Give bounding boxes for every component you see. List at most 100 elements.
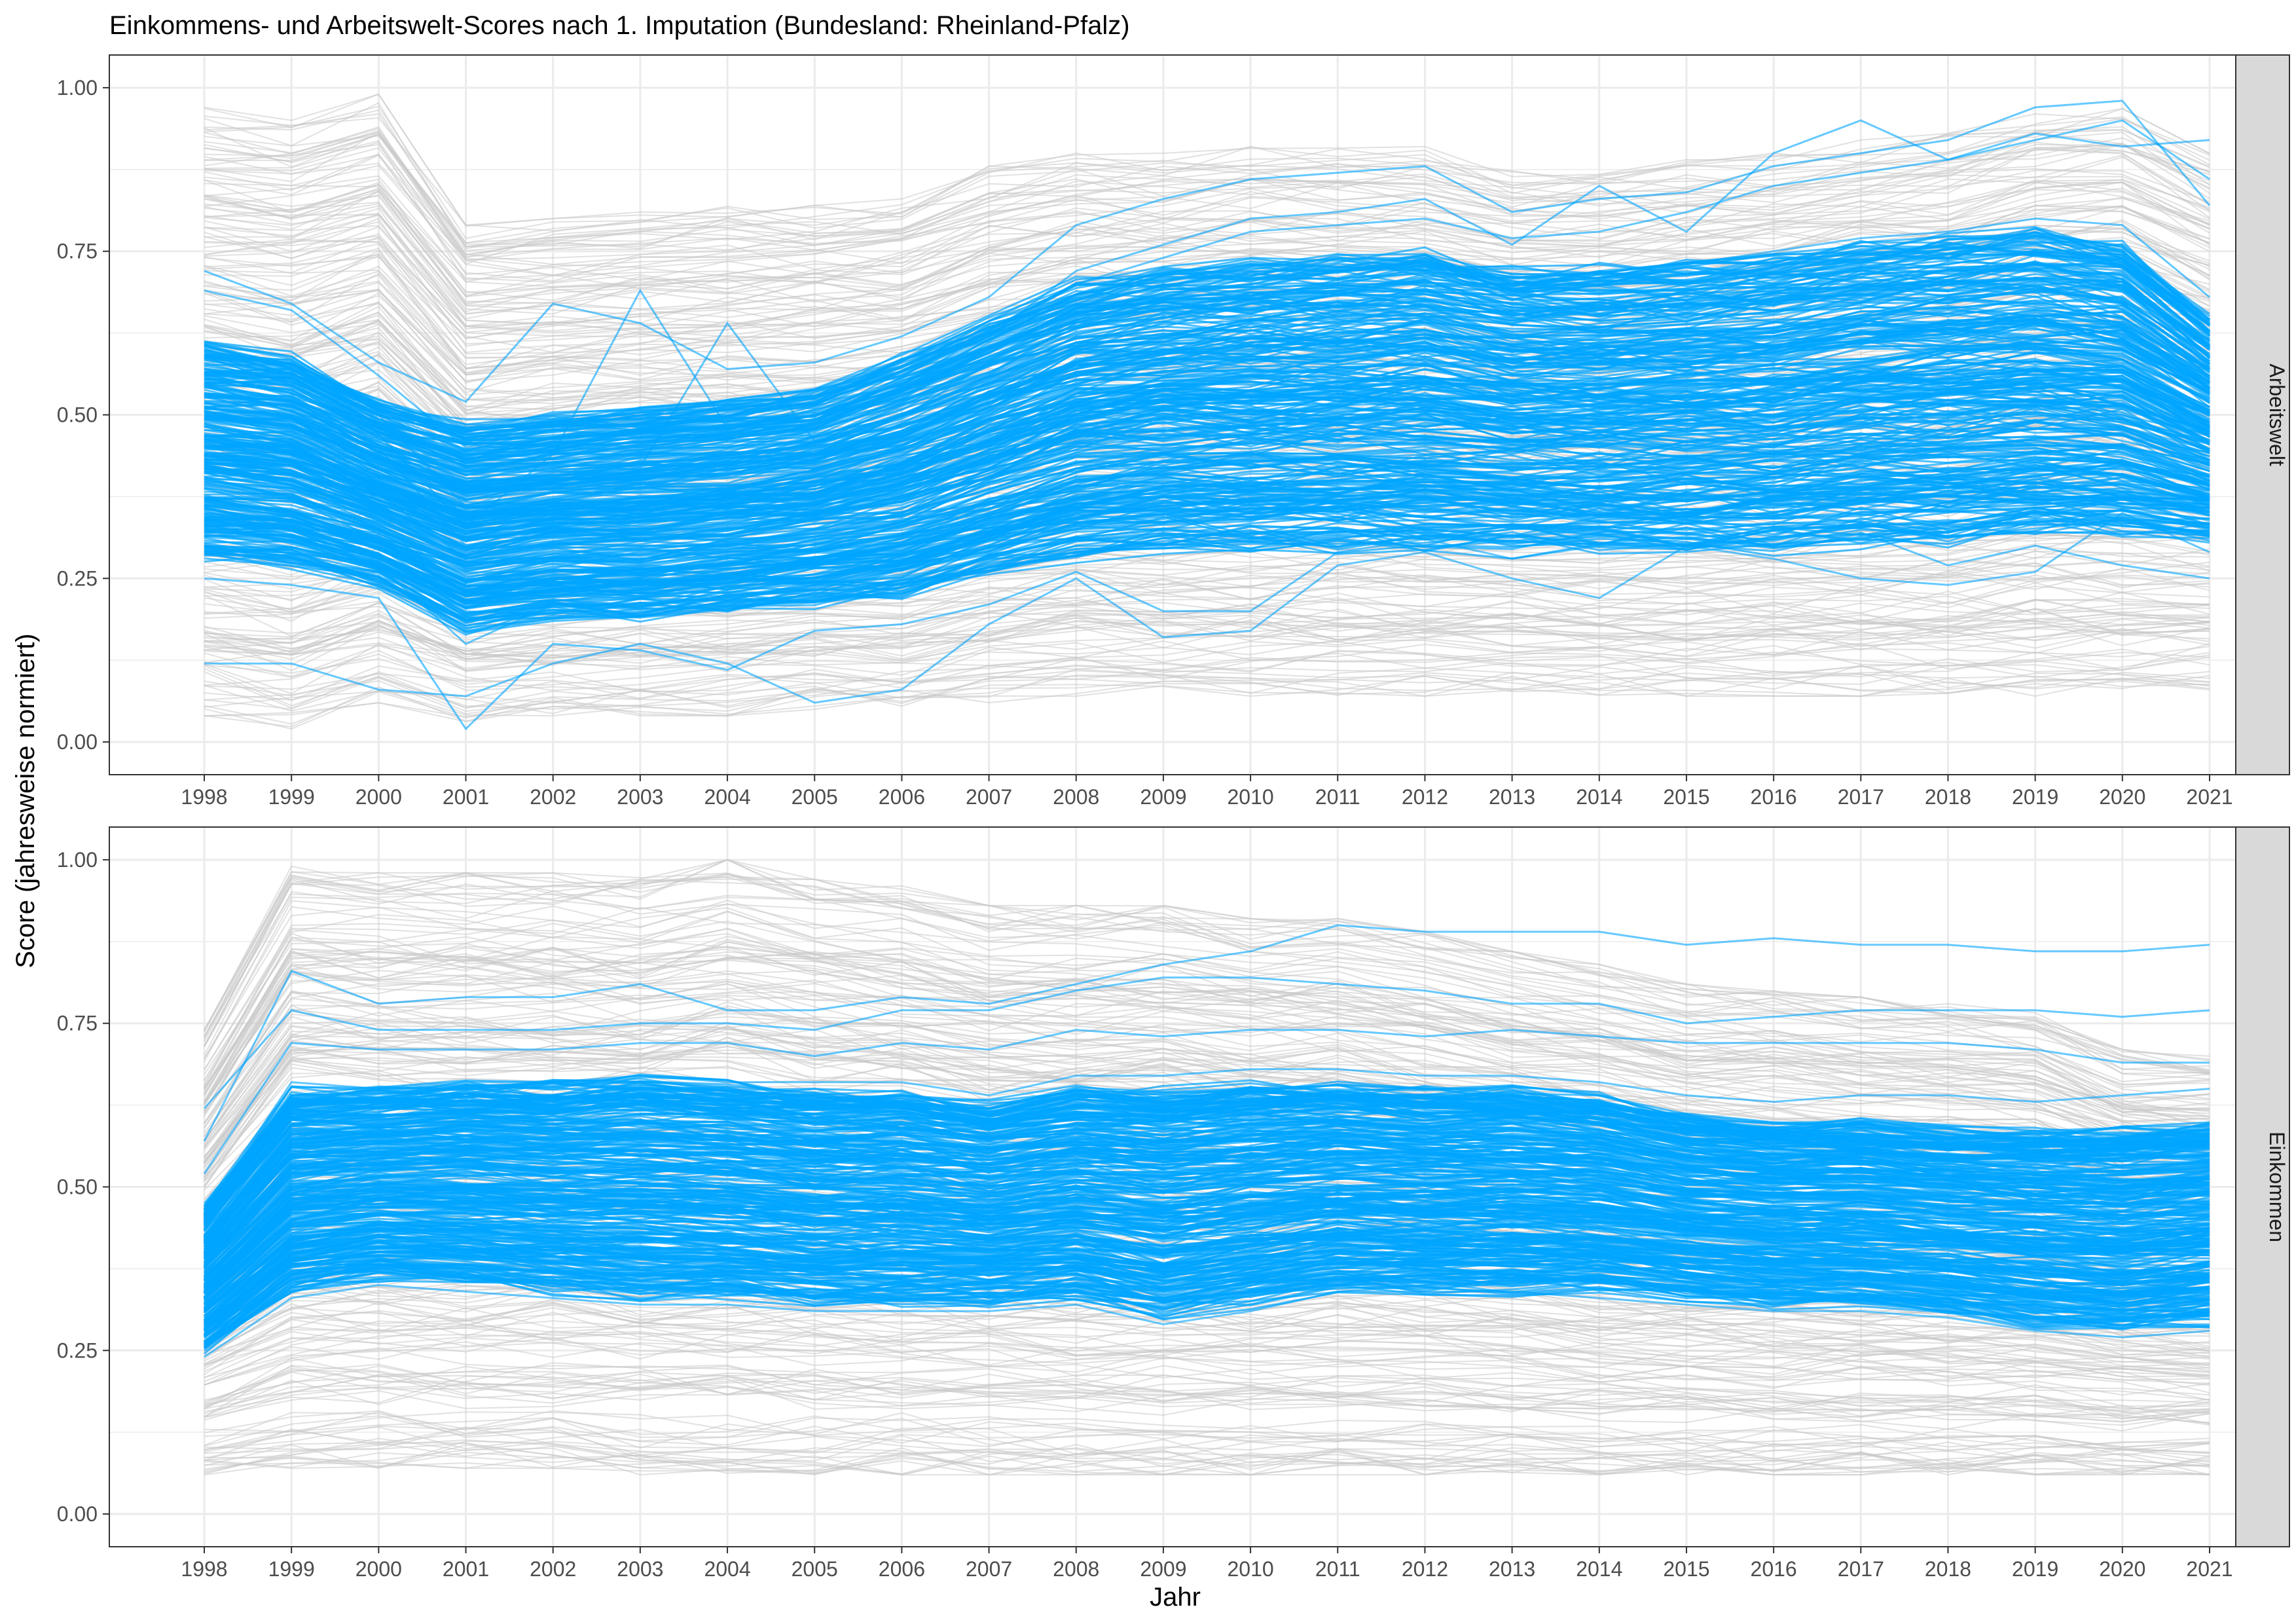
- x-tick-label: 2021: [2186, 1557, 2232, 1581]
- highlight-line: [203, 1191, 2210, 1294]
- highlight-series-1: [204, 119, 2210, 449]
- x-tick-label: 2013: [1489, 1557, 1535, 1581]
- x-tick-label: 2001: [443, 785, 489, 809]
- background-line: [204, 592, 2210, 640]
- x-tick-label: 1998: [181, 785, 227, 809]
- background-line: [204, 1311, 2210, 1370]
- panel-arbeitswelt: Arbeitswelt 0.00 0.25 0.50 0.75 1.00 1998 1999 2…: [57, 54, 2290, 809]
- highlight-line: [203, 1194, 2210, 1286]
- x-tick-label: 2015: [1663, 1557, 1709, 1581]
- x-tick-label: 2010: [1227, 1557, 1273, 1581]
- highlight-line: [204, 506, 2210, 621]
- background-line: [204, 1411, 2210, 1449]
- highlight-line: [204, 491, 2210, 598]
- background-line: [204, 974, 2210, 1146]
- x-tick-label: 2000: [355, 785, 402, 809]
- background-line: [204, 1365, 2210, 1412]
- x-tick-label: 2020: [2099, 785, 2145, 809]
- highlight-line: [204, 404, 2210, 553]
- x-tick-label: 2019: [2012, 785, 2058, 809]
- highlight-line: [204, 1240, 2210, 1321]
- background-line: [204, 1449, 2210, 1476]
- background-line: [204, 675, 2210, 728]
- highlight-series-4: [203, 1068, 2210, 1214]
- x-tick-label: 1999: [268, 785, 315, 809]
- highlight-line: [203, 1160, 2210, 1263]
- x-tick-label: 2002: [530, 785, 576, 809]
- background-line: [204, 911, 2210, 1100]
- background-line: [204, 876, 2210, 1075]
- x-tick-label: 2005: [792, 1557, 838, 1581]
- background-line: [204, 141, 2210, 283]
- background-line: [204, 667, 2210, 714]
- highlight-line: [204, 491, 2210, 595]
- x-tick-label: 2018: [1925, 1557, 1971, 1581]
- background-line: [204, 1303, 2210, 1376]
- x-tick-label: 2004: [704, 1557, 750, 1581]
- x-tick-label: 2008: [1053, 785, 1099, 809]
- background-line: [204, 858, 2210, 1073]
- background-line: [204, 1439, 2210, 1476]
- highlight-line: [203, 1217, 2210, 1309]
- highlight-line: [204, 256, 2210, 445]
- background-line: [204, 154, 2210, 282]
- background-line: [204, 858, 2210, 1074]
- background-line: [204, 1375, 2210, 1418]
- background-line: [204, 210, 2210, 315]
- x-tick-label: 2006: [879, 1557, 925, 1581]
- x-tick-label: 2012: [1402, 1557, 1448, 1581]
- background-line: [204, 176, 2210, 298]
- y-tick-label: 0.50: [57, 1175, 98, 1199]
- highlight-line: [204, 1242, 2210, 1326]
- background-line: [204, 1320, 2210, 1378]
- highlight-line: [204, 285, 2210, 477]
- y-tick-label: 1.00: [57, 848, 98, 872]
- highlight-line: [204, 1217, 2210, 1304]
- facet-strip-label: Arbeitswelt: [2265, 363, 2289, 466]
- highlight-line: [204, 493, 2210, 597]
- background-line: [204, 1319, 2210, 1384]
- highlight-series-7: [204, 511, 2210, 704]
- highlight-series-3: [203, 1029, 2210, 1175]
- highlight-series-2: [203, 976, 2210, 1109]
- highlight-series-9: [204, 217, 2210, 508]
- highlight-line: [204, 299, 2210, 470]
- x-tick-label: 2012: [1402, 785, 1448, 809]
- background-line: [204, 629, 2210, 685]
- highlight-line: [203, 1141, 2210, 1256]
- x-tick-label: 2005: [792, 785, 838, 809]
- background-line: [204, 1452, 2210, 1476]
- highlight-line: [204, 509, 2210, 627]
- background-line: [204, 951, 2210, 1129]
- x-tick-label: 2014: [1576, 1557, 1622, 1581]
- x-tick-label: 2016: [1751, 785, 1797, 809]
- background-line: [204, 932, 2210, 1113]
- highlight-line: [204, 470, 2210, 592]
- background-line: [204, 929, 2210, 1110]
- highlight-line: [204, 428, 2210, 560]
- highlight-line: [204, 287, 2210, 466]
- facet-strip: [2235, 54, 2290, 775]
- background-line: [204, 1458, 2210, 1476]
- background-line: [204, 903, 2210, 1088]
- background-line: [204, 1390, 2210, 1430]
- background-line: [204, 619, 2210, 673]
- background-line: [204, 893, 2210, 1071]
- background-line: [204, 644, 2210, 701]
- x-tick-label: 2003: [617, 785, 663, 809]
- background-line: [204, 179, 2210, 301]
- highlight-series-6: [204, 426, 2210, 645]
- highlight-line: [204, 278, 2210, 455]
- highlight-line: [204, 520, 2210, 619]
- background-line: [204, 1369, 2210, 1423]
- highlight-line: [204, 461, 2210, 581]
- background-line: [204, 671, 2210, 725]
- x-tick-label: 2010: [1227, 785, 1273, 809]
- highlight-series-4: [204, 250, 2210, 547]
- background-line: [204, 927, 2210, 1103]
- background-line: [204, 654, 2210, 709]
- background-line: [204, 1427, 2210, 1463]
- background-line: [204, 1010, 2210, 1173]
- highlight-line: [204, 401, 2210, 552]
